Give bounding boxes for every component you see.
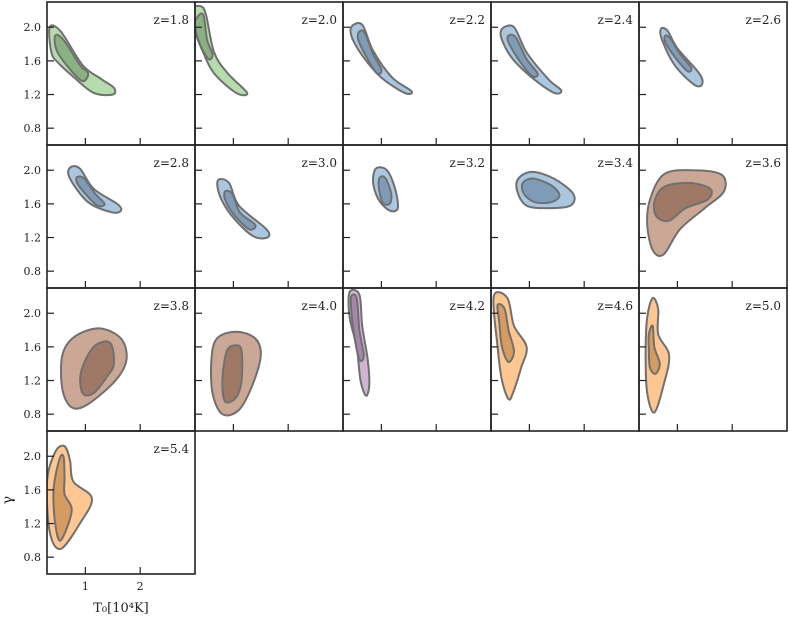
- y-tick-label: 1.6: [24, 55, 42, 68]
- panel-label: z=2.6: [746, 13, 781, 27]
- panel-label: z=3.6: [746, 156, 781, 170]
- panel-z=4.6: z=4.6: [490, 287, 640, 432]
- panel-z=2.6: z=2.6: [638, 1, 788, 146]
- contour-outer-z=2.8: [67, 165, 123, 214]
- y-tick-label: 0.8: [24, 122, 42, 135]
- panel-label: z=3.0: [302, 156, 337, 170]
- contour-inner-z=3.0: [223, 189, 257, 231]
- contour-inner-z=2.2: [356, 29, 383, 76]
- contour-inner-z=1.8: [53, 33, 90, 83]
- panel-z=3.6: z=3.6: [638, 144, 788, 289]
- x-axis-label: T₀[10⁴K]: [93, 601, 149, 616]
- panel-label: z=2.0: [302, 13, 337, 27]
- y-tick-label: 2.0: [24, 164, 42, 177]
- contour-inner-z=4.0: [221, 344, 244, 404]
- panel-label: z=3.2: [450, 156, 485, 170]
- panel-z=2.4: z=2.4: [490, 1, 640, 146]
- panel-z=4.0: z=4.0: [194, 287, 344, 432]
- panel-z=1.8: z=1.8 0.8 1.2 1.6 2.0: [24, 1, 196, 146]
- panel-z=3.2: z=3.2: [342, 144, 492, 289]
- y-tick-label: 1.2: [24, 89, 42, 102]
- panel-frame: [46, 430, 196, 575]
- contour-inner-z=5.0: [647, 324, 661, 375]
- panel-z=3.4: z=3.4: [490, 144, 640, 289]
- contour-outer-z=3.0: [216, 178, 271, 240]
- x-tick-label: 1: [82, 580, 89, 593]
- contour-inner-z=4.2: [349, 293, 365, 363]
- contour-inner-z=3.2: [377, 175, 393, 206]
- panel-z=2.0: z=2.0: [194, 1, 344, 146]
- contour-inner-z=4.6: [496, 302, 516, 364]
- contour-inner-z=5.4: [52, 453, 73, 542]
- panel-z=2.2: z=2.2: [342, 1, 492, 146]
- y-tick-label: 1.2: [24, 518, 42, 531]
- panel-z=3.0: z=3.0: [194, 144, 344, 289]
- contour-inner-z=2.8: [75, 175, 106, 208]
- y-tick-label: 1.6: [24, 198, 42, 211]
- y-tick-label: 1.2: [24, 375, 42, 388]
- panel-label: z=2.8: [154, 156, 189, 170]
- panel-label: z=3.8: [154, 299, 189, 313]
- contour-inner-z=2.4: [506, 33, 539, 78]
- y-tick-label: 1.6: [24, 484, 42, 497]
- panel-z=4.2: z=4.2: [342, 287, 492, 432]
- panel-z=3.8: z=3.8 0.8 1.2 1.6 2.0: [24, 287, 196, 432]
- contour-inner-z=3.4: [520, 177, 561, 205]
- y-tick-label: 1.2: [24, 232, 42, 245]
- y-tick-label: 0.8: [24, 265, 42, 278]
- contour-inner-z=3.8: [79, 340, 115, 397]
- panel-z=5.4: z=5.4 0.8 1.2 1.6 2.0 1 2: [24, 430, 196, 593]
- y-tick-label: 0.8: [24, 551, 42, 564]
- panel-label: z=4.0: [302, 299, 337, 313]
- y-tick-label: 2.0: [24, 307, 42, 320]
- y-tick-label: 2.0: [24, 21, 42, 34]
- contour-inner-z=3.6: [652, 181, 713, 223]
- x-tick-label: 2: [137, 580, 144, 593]
- contour-inner-z=2.6: [663, 34, 693, 73]
- panel-frame: [638, 287, 788, 432]
- y-tick-label: 0.8: [24, 408, 42, 421]
- panel-label: z=2.2: [450, 13, 485, 27]
- panel-label: z=2.4: [598, 13, 634, 27]
- panel-label: z=1.8: [154, 13, 189, 27]
- panel-label: z=5.4: [154, 442, 190, 456]
- panel-z=5.0: z=5.0: [638, 287, 788, 432]
- panel-label: z=5.0: [746, 299, 781, 313]
- panel-z=2.8: z=2.8 0.8 1.2 1.6 2.0: [24, 144, 196, 289]
- panel-label: z=4.6: [598, 299, 633, 313]
- y-tick-label: 2.0: [24, 450, 42, 463]
- panel-label: z=4.2: [450, 299, 485, 313]
- y-axis-label: γ: [0, 496, 16, 504]
- panel-label: z=3.4: [598, 156, 634, 170]
- y-tick-label: 1.6: [24, 341, 42, 354]
